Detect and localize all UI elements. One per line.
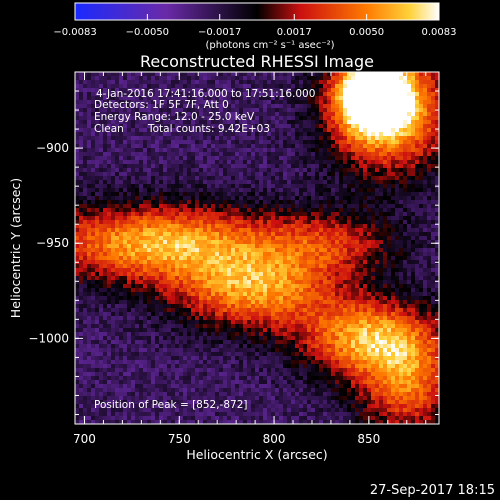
colorbar-tick-label: 0.0050: [349, 27, 384, 38]
annotation-algorithm: Clean: [94, 123, 124, 135]
chart-title: Reconstructed RHESSI Image: [140, 52, 374, 71]
annotation-total-counts: Total counts: 9.42E+03: [147, 123, 270, 135]
colorbar-tick-label: −0.0050: [126, 27, 169, 38]
colorbar-frame: [74, 2, 440, 21]
colorbar-tick-label: −0.0017: [198, 27, 241, 38]
y-tick-label: −900: [36, 141, 69, 155]
colorbar-unit-label: (photons cm⁻² s⁻¹ asec⁻²): [205, 40, 334, 51]
colorbar-gradient: [75, 3, 439, 20]
footer-timestamp: 27-Sep-2017 18:15: [370, 483, 495, 498]
x-tick-label: 750: [168, 432, 191, 446]
colorbar-tick-label: −0.0083: [53, 27, 96, 38]
x-tick-label: 700: [73, 432, 96, 446]
colorbar-tick-label: 0.0083: [422, 27, 457, 38]
y-axis-label: Heliocentric Y (arcsec): [8, 178, 23, 318]
axes-ticks: 700 750 800 850 −900 −950 −1000: [28, 71, 439, 446]
y-tick-label: −1000: [28, 331, 69, 345]
x-tick-label: 850: [357, 432, 380, 446]
x-axis-label: Heliocentric X (arcsec): [186, 447, 327, 462]
annotation-peak-position: Position of Peak = [852,-872]: [94, 399, 248, 411]
heatmap-cells: [75, 72, 439, 424]
x-tick-label: 800: [263, 432, 286, 446]
plot-frame: [74, 71, 440, 425]
annotation-energy-range: Energy Range: 12.0 - 25.0 keV: [94, 111, 255, 123]
y-tick-label: −950: [36, 236, 69, 250]
colorbar-tick-label: 0.0017: [277, 27, 312, 38]
annotation-detectors: Detectors: 1F 5F 7F, Att 0: [94, 99, 229, 111]
colorbar: −0.0083 −0.0050 −0.0017 0.0017 0.0050 0.0083 …: [53, 2, 457, 51]
annotation-time-range: 4-Jan-2016 17:41:16.000 to 17:51:16.000: [96, 88, 315, 100]
